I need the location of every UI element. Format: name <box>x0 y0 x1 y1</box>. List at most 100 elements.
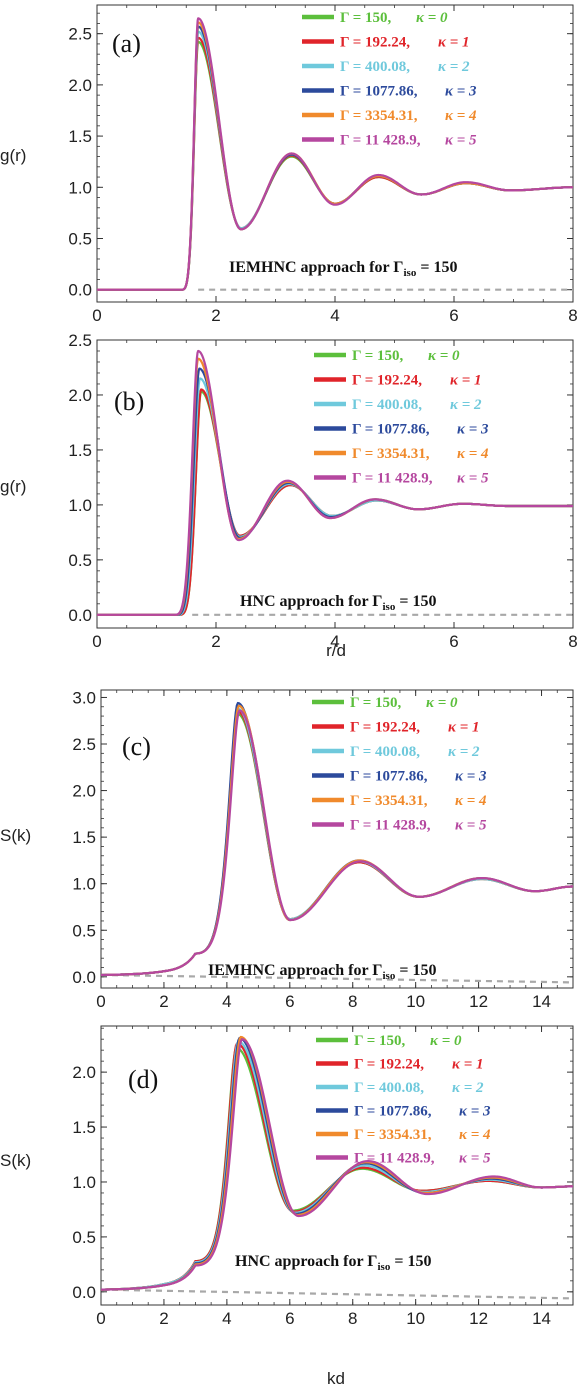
approach-annotation: HNC approach for Γiso = 150 <box>235 1253 431 1273</box>
plot-area <box>101 1035 573 1300</box>
legend-kappa: κ = 5 <box>455 818 487 834</box>
series-line-4 <box>97 357 573 616</box>
x-tick-label: 4 <box>330 632 339 651</box>
y-axis-label: S(k) <box>0 826 31 845</box>
legend-entry: Γ = 11 428.9, <box>352 471 433 487</box>
y-tick-label: 1.0 <box>68 496 92 515</box>
plot-area <box>97 17 573 291</box>
legend: Γ = 150, κ = 0 Γ = 192.24, κ = 1 Γ = 400.08,… <box>302 10 477 149</box>
legend-kappa: κ = 2 <box>438 59 470 75</box>
legend-kappa: κ = 5 <box>457 471 489 487</box>
x-tick-label: 2 <box>159 992 168 1011</box>
legend-kappa: κ = 5 <box>445 133 477 149</box>
x-tick-label: 6 <box>449 306 458 325</box>
plot-frame <box>100 689 574 989</box>
legend-entry: Γ = 192.24, <box>350 720 420 736</box>
x-tick-label: 2 <box>159 1309 168 1328</box>
x-axis-label: r/d <box>326 641 346 660</box>
series-line-5 <box>101 709 573 977</box>
panel-label: (b) <box>114 387 144 416</box>
x-tick-label: 8 <box>348 1309 357 1328</box>
legend-kappa: κ = 3 <box>459 1104 491 1120</box>
x-tick-label: 10 <box>406 1309 425 1328</box>
legend-entry: Γ = 400.08, <box>354 1080 424 1096</box>
y-axis-label: g(r) <box>0 146 26 165</box>
reference-dashed-line <box>101 1288 573 1300</box>
y-tick-label: 1.0 <box>72 875 96 894</box>
legend-entry: Γ = 1077.86, <box>354 1104 432 1120</box>
series-line-4 <box>101 704 573 977</box>
y-tick-label: 0.0 <box>68 281 92 300</box>
series-line-2 <box>97 377 573 616</box>
panel-label: (d) <box>128 1065 158 1094</box>
series-line-5 <box>101 1038 573 1291</box>
series-line-5 <box>97 17 573 291</box>
legend-entry: Γ = 192.24, <box>354 1057 424 1073</box>
legend-kappa: κ = 3 <box>445 84 477 100</box>
x-tick-label: 6 <box>449 632 458 651</box>
legend-entry: Γ = 3354.31, <box>354 1127 432 1143</box>
approach-annotation: IEMHNC approach for Γiso = 150 <box>208 962 436 982</box>
y-axis-label: g(r) <box>0 477 26 496</box>
legend: Γ = 150, κ = 0 Γ = 192.24, κ = 1 Γ = 400.08,… <box>316 1033 491 1167</box>
legend-entry: Γ = 11 428.9, <box>354 1151 435 1167</box>
approach-annotation: IEMHNC approach for Γiso = 150 <box>229 259 457 279</box>
legend-entry: Γ = 3354.31, <box>352 446 430 462</box>
x-axis-label: kd <box>327 1369 345 1387</box>
legend-kappa: κ = 4 <box>445 108 477 124</box>
x-tick-label: 0 <box>92 632 101 651</box>
y-tick-label: 0.0 <box>72 968 96 987</box>
y-tick-label: 2.0 <box>68 76 92 95</box>
legend-kappa: κ = 0 <box>428 348 460 364</box>
y-tick-label: 1.5 <box>68 441 92 460</box>
legend-entry: Γ = 1077.86, <box>340 84 418 100</box>
y-tick-label: 1.5 <box>72 1118 96 1137</box>
legend-entry: Γ = 400.08, <box>352 397 422 413</box>
y-tick-label: 2.0 <box>72 1063 96 1082</box>
series-line-3 <box>97 25 573 291</box>
legend-entry: Γ = 150, <box>350 695 402 711</box>
legend-entry: Γ = 400.08, <box>340 59 410 75</box>
panel-a: 0 2 4 6 8 0.0 0.5 1.0 1.5 2.0 2.5 g(r) Γ = 150, κ = 0… <box>0 4 578 325</box>
x-tick-label: 4 <box>222 992 231 1011</box>
x-tick-label: 2 <box>211 632 220 651</box>
panel-c: 0 2 4 6 8 10 12 14 0.0 0.5 1.0 1.5 2.0 2.5 3.0 S(k) Γ = … <box>0 688 574 1011</box>
x-tick-label: 14 <box>532 992 551 1011</box>
legend-entry: Γ = 192.24, <box>340 35 410 51</box>
y-tick-label: 2.5 <box>72 735 96 754</box>
legend-kappa: κ = 1 <box>452 1057 484 1073</box>
y-tick-label: 0.5 <box>72 921 96 940</box>
plot-area <box>101 701 573 984</box>
legend: Γ = 150, κ = 0 Γ = 192.24, κ = 1 Γ = 400.08,… <box>314 348 489 487</box>
legend-kappa: κ = 2 <box>452 1080 484 1096</box>
legend-entry: Γ = 150, <box>340 10 392 26</box>
legend-entry: Γ = 11 428.9, <box>350 818 431 834</box>
series-line-4 <box>101 1035 573 1291</box>
x-tick-label: 14 <box>532 1309 551 1328</box>
y-tick-label: 1.5 <box>72 828 96 847</box>
x-tick-label: 8 <box>568 306 577 325</box>
series-line-1 <box>97 36 573 291</box>
legend: Γ = 150, κ = 0 Γ = 192.24, κ = 1 Γ = 400.08,… <box>312 695 487 834</box>
legend-kappa: κ = 1 <box>448 720 480 736</box>
legend-entry: Γ = 3354.31, <box>340 108 418 124</box>
approach-annotation: HNC approach for Γiso = 150 <box>240 593 436 613</box>
legend-kappa: κ = 0 <box>430 1033 462 1049</box>
series-line-0 <box>97 390 573 616</box>
legend-kappa: κ = 1 <box>450 373 482 389</box>
x-tick-label: 12 <box>469 992 488 1011</box>
x-tick-label: 10 <box>406 992 425 1011</box>
series-line-2 <box>97 30 573 291</box>
series-line-0 <box>97 40 573 291</box>
legend-kappa: κ = 4 <box>459 1127 491 1143</box>
y-tick-label: 2.0 <box>68 386 92 405</box>
y-tick-label: 2.5 <box>68 25 92 44</box>
legend-entry: Γ = 11 428.9, <box>340 133 421 149</box>
legend-kappa: κ = 1 <box>438 35 470 51</box>
legend-entry: Γ = 150, <box>352 348 404 364</box>
x-tick-label: 2 <box>211 306 220 325</box>
legend-kappa: κ = 2 <box>448 744 480 760</box>
y-axis-label: S(k) <box>0 1151 31 1170</box>
legend-entry: Γ = 1077.86, <box>350 769 428 785</box>
y-tick-label: 0.0 <box>68 606 92 625</box>
